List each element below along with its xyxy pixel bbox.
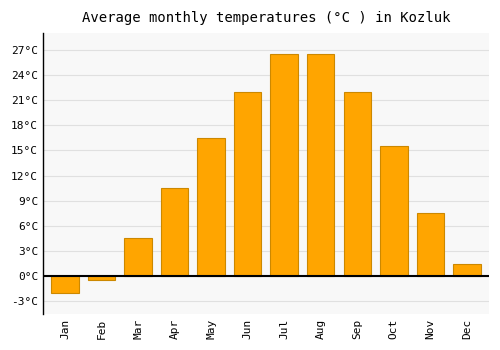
Bar xyxy=(198,138,225,276)
Bar xyxy=(51,276,78,293)
Bar xyxy=(380,146,407,276)
Bar xyxy=(307,54,334,276)
Bar xyxy=(344,92,371,276)
Bar xyxy=(88,276,115,280)
Bar xyxy=(161,188,188,276)
Title: Average monthly temperatures (°C ) in Kozluk: Average monthly temperatures (°C ) in Ko… xyxy=(82,11,450,25)
Bar xyxy=(416,213,444,276)
Bar xyxy=(234,92,262,276)
Bar xyxy=(454,264,480,276)
Bar xyxy=(124,238,152,276)
Bar xyxy=(270,54,298,276)
